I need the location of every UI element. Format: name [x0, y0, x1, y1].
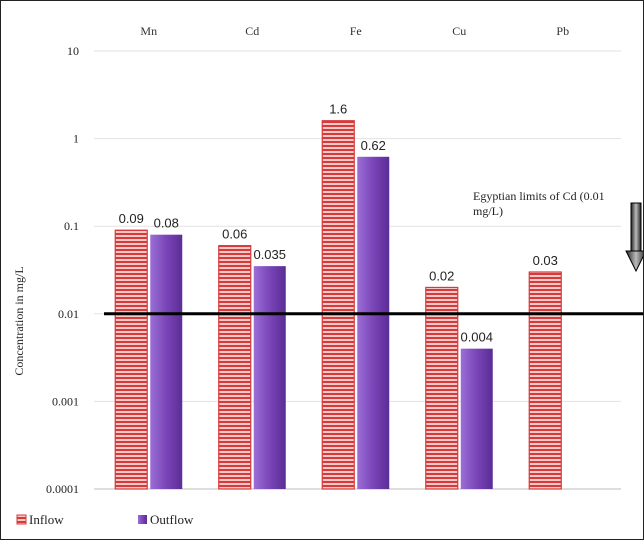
bar-inflow-cu [425, 286, 459, 490]
y-tick-label: 0.01 [58, 307, 79, 321]
data-label: 0.035 [253, 247, 286, 262]
category-label: Pb [556, 24, 569, 38]
y-axis-label: Concentration in mg/L [12, 266, 26, 375]
legend-label-outflow: Outflow [150, 512, 194, 527]
y-tick-label: 0.001 [52, 394, 79, 408]
bar-inflow-cd [218, 245, 252, 490]
data-label: 0.08 [154, 216, 179, 231]
reference-line-label: Egyptian limits of Cd (0.01 [473, 189, 605, 203]
data-label: 0.004 [460, 330, 493, 345]
y-tick-label: 1 [73, 132, 79, 146]
bar-outflow-fe [357, 156, 390, 489]
reference-line-label-unit: mg/L) [473, 204, 503, 218]
data-label: 0.06 [222, 227, 247, 242]
annotation-arrow [625, 202, 644, 273]
bar-outflow-cu [460, 348, 493, 489]
data-label: 0.62 [361, 138, 386, 153]
data-label: 0.02 [429, 268, 454, 283]
data-labels: 0.09 0.08 0.06 0.035 1.6 0.62 0.02 0.004 0.03 [119, 102, 558, 345]
y-tick-label: 0.0001 [46, 482, 79, 496]
data-label: 0.03 [533, 253, 558, 268]
category-label: Mn [140, 24, 157, 38]
bar-inflow-pb [528, 271, 562, 490]
category-label: Cu [452, 24, 466, 38]
category-label: Fe [350, 24, 362, 38]
bar-inflow-mn [114, 229, 148, 490]
category-labels: Mn Cd Fe Cu Pb [140, 24, 569, 38]
data-label: 0.09 [119, 211, 144, 226]
legend-swatch-inflow [16, 514, 27, 525]
legend-swatch-outflow [138, 515, 147, 524]
y-tick-labels: 10 1 0.1 0.01 0.001 0.0001 [46, 44, 79, 496]
bars [114, 120, 562, 490]
y-tick-label: 10 [67, 44, 79, 58]
legend: Inflow Outflow [16, 512, 194, 527]
category-label: Cd [245, 24, 259, 38]
y-tick-label: 0.1 [64, 219, 79, 233]
data-label: 1.6 [329, 102, 347, 117]
bar-outflow-mn [150, 234, 183, 489]
legend-label-inflow: Inflow [29, 512, 64, 527]
bar-outflow-cd [253, 266, 286, 489]
bar-inflow-fe [321, 120, 355, 490]
